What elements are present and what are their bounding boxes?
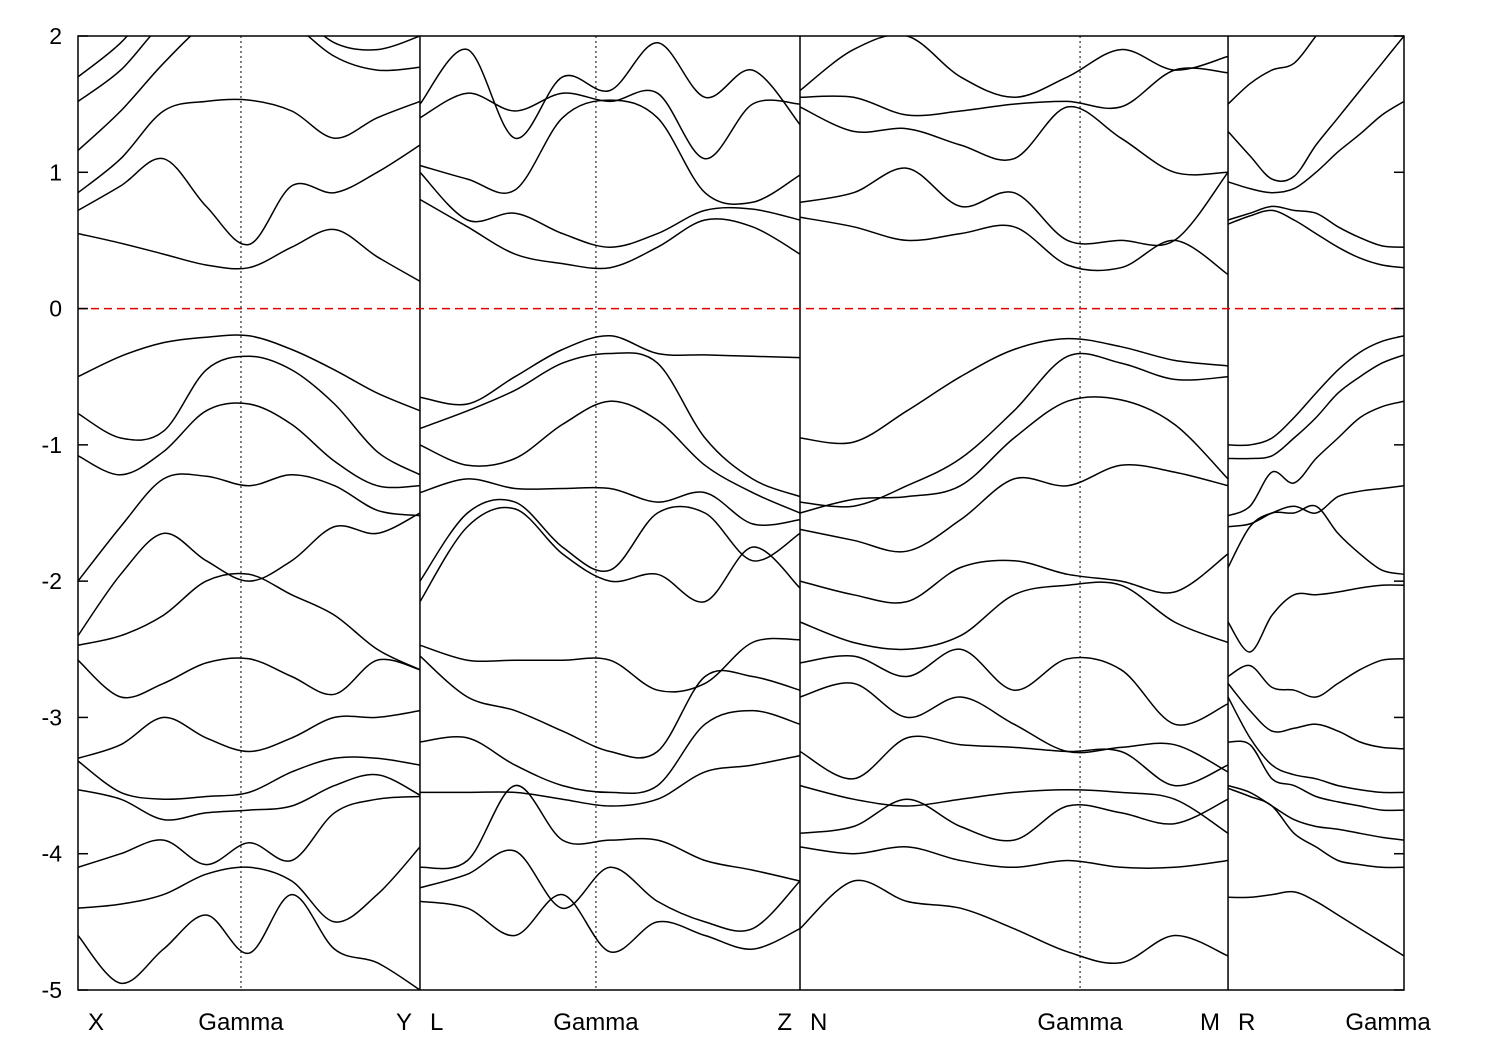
band-line-panel1-8: [78, 355, 421, 476]
band-line-panel2-7: [419, 352, 801, 498]
band-line-panel3-18: [799, 879, 1229, 965]
band-line-panel1-18: [78, 846, 421, 923]
bands-layer: [78, 36, 1404, 990]
band-line-panel4-16: [1227, 784, 1404, 841]
y-tick-label: -4: [42, 841, 63, 867]
k-point-label: N: [810, 1009, 827, 1036]
plot-frame: [77, 35, 1405, 991]
band-line-panel3-13: [799, 682, 1229, 773]
band-line-panel2-13: [419, 655, 801, 759]
band-line-panel3-10: [799, 553, 1229, 604]
k-point-label: Y: [396, 1009, 412, 1036]
band-line-panel2-17: [419, 849, 801, 932]
band-line-panel3-3: [799, 105, 1229, 176]
band-line-panel1-14: [78, 709, 421, 760]
band-line-panel1-13: [78, 657, 421, 699]
k-point-label: Gamma: [553, 1009, 639, 1036]
band-line-panel2-14: [419, 709, 801, 794]
y-tick-label: -2: [42, 568, 62, 594]
band-line-panel1-11: [78, 512, 421, 637]
band-line-panel3-16: [799, 798, 1229, 842]
band-line-panel3-11: [799, 581, 1229, 651]
band-line-panel1-19: [78, 893, 421, 990]
band-line-panel4-6: [1227, 335, 1404, 447]
band-line-panel2-3: [419, 99, 801, 206]
band-line-panel1-4: [78, 36, 421, 152]
band-line-panel1-12: [78, 572, 421, 671]
band-line-panel2-12: [419, 637, 801, 693]
guides-layer: [78, 36, 1404, 990]
band-line-panel2-1: [419, 198, 801, 270]
band-line-panel3-8: [799, 395, 1229, 514]
band-line-panel3-6: [799, 337, 1229, 445]
band-line-panel3-4: [799, 67, 1229, 117]
band-line-panel4-12: [1227, 658, 1404, 698]
band-line-panel4-18: [1227, 890, 1404, 957]
band-line-panel4-1: [1227, 209, 1404, 269]
band-line-panel2-2: [419, 171, 801, 248]
band-line-panel3-15: [799, 784, 1229, 834]
band-line-panel1-15: [78, 756, 421, 801]
band-line-panel3-12: [799, 648, 1229, 726]
band-line-panel4-3: [1227, 100, 1404, 194]
band-line-panel1-1: [78, 228, 421, 282]
band-line-panel4-15: [1227, 740, 1404, 812]
band-line-panel2-8: [419, 400, 801, 514]
band-line-panel1-17: [78, 795, 421, 869]
band-line-panel2-6: [419, 335, 801, 406]
band-line-panel1-10: [78, 473, 421, 582]
band-line-panel2-15: [419, 754, 801, 807]
band-line-panel2-4: [419, 89, 801, 160]
band-line-panel1-2: [78, 144, 421, 246]
band-line-panel3-14: [799, 735, 1229, 787]
band-line-panel1-6: [78, 36, 129, 78]
band-line-panel4-14: [1227, 696, 1404, 794]
band-line-panel4-5: [1227, 36, 1317, 105]
y-tick-label: -5: [42, 977, 62, 1003]
y-tick-label: 0: [49, 296, 62, 322]
k-point-label: Gamma: [1345, 1009, 1431, 1036]
band-line-panel3-1: [799, 216, 1229, 276]
band-line-panel4-7: [1227, 354, 1404, 460]
y-tick-label: 1: [49, 159, 62, 185]
band-line-panel4-8: [1227, 400, 1404, 517]
k-point-label: Gamma: [1037, 1009, 1123, 1036]
band-line-panel2-9: [419, 478, 801, 527]
band-line-panel2-5: [419, 42, 801, 139]
band-line-panel4-4: [1227, 36, 1404, 182]
k-point-label: M: [1200, 1009, 1220, 1036]
band-line-panel1-9: [78, 402, 421, 489]
y-tick-label: 2: [49, 23, 62, 49]
band-line-panel1-7: [78, 334, 421, 412]
k-point-label: Gamma: [198, 1009, 284, 1036]
band-line-panel3-5: [799, 36, 1229, 99]
band-line-panel1-5: [78, 36, 421, 103]
k-point-label: L: [430, 1009, 443, 1036]
band-line-panel4-10: [1227, 504, 1404, 576]
k-point-label: X: [88, 1009, 104, 1036]
y-tick-label: -1: [42, 432, 62, 458]
k-point-label: Z: [777, 1009, 792, 1036]
band-line-panel2-16: [419, 784, 801, 882]
band-line-panel1-16: [78, 773, 421, 821]
band-line-panel4-17: [1227, 787, 1404, 869]
band-line-panel2-10: [419, 498, 801, 582]
k-point-label: R: [1238, 1009, 1255, 1036]
band-line-panel3-17: [799, 846, 1229, 869]
band-line-panel3-7: [799, 352, 1229, 508]
band-line-panel1-3: [78, 98, 421, 194]
y-tick-label: -3: [42, 704, 62, 730]
band-line-panel3-9: [799, 464, 1229, 553]
band-line-panel2-11: [419, 506, 801, 603]
band-line-panel4-13: [1227, 682, 1404, 750]
band-line-panel4-2: [1227, 205, 1404, 248]
band-line-panel3-2: [799, 167, 1229, 247]
axes-layer: 2 1 0 -1 -2 -3 -4 -5 X Gamma Y L Gamma Z N Gamma M R Gamma: [42, 23, 1432, 1036]
band-line-panel4-11: [1227, 584, 1404, 653]
band-line-panel2-18: [419, 893, 801, 953]
